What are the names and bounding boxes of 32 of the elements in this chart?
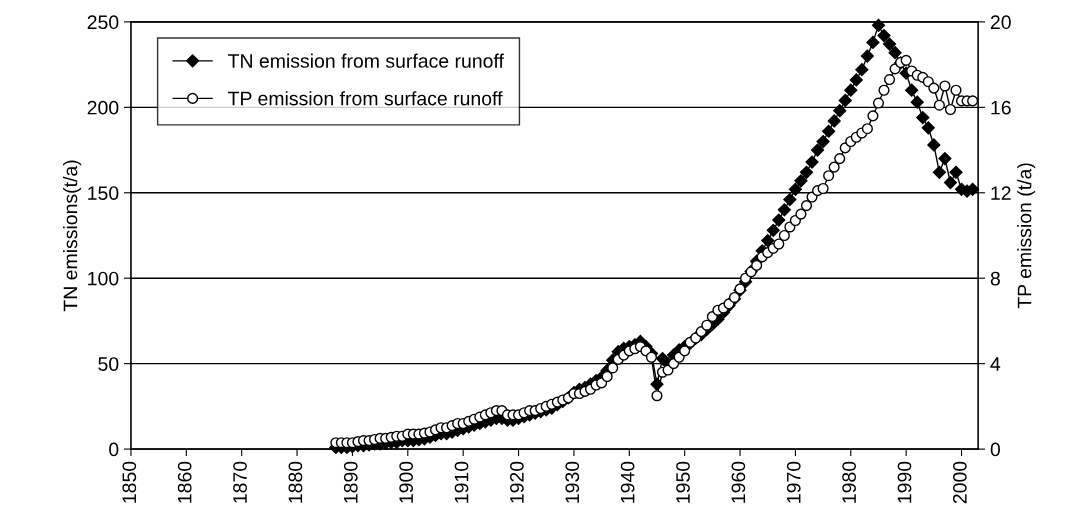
x-tick-label: 1990 [897,461,912,503]
y-tick-label: 200 [87,100,119,115]
y-tick-label: 50 [98,357,119,371]
x-tick-label: 1850 [122,461,137,503]
legend-label: TN emission from surface runoff [228,53,504,68]
x-tick-label: 2000 [952,461,967,504]
x-tick-label: 1920 [510,461,524,503]
legend-label: TP emission from surface runoff [228,91,503,106]
y2-tick-label: 8 [990,271,1000,286]
x-tick-label: 1930 [565,461,580,503]
x-tick-label: 1880 [288,461,303,503]
x-tick-label: 1960 [731,461,746,503]
x-tick-label: 1860 [177,461,192,503]
x-tick-label: 1870 [233,461,247,503]
y2-tick-label: 20 [990,15,1011,30]
x-tick-label: 1950 [676,461,690,503]
y2-tick-label: 16 [991,100,1011,115]
y-tick-label: 0 [109,442,119,457]
x-tick-label: 1910 [454,461,469,503]
y-tick-label: 150 [88,186,119,201]
x-tick-label: 1980 [842,461,856,503]
y-axis-title: TN emissions(t/a) [63,160,82,312]
x-tick-label: 1940 [620,461,635,503]
x-tick-label: 1900 [399,461,414,503]
y2-tick-label: 12 [991,186,1011,200]
x-tick-label: 1890 [343,461,358,503]
y-tick-label: 100 [88,271,119,286]
y2-axis-title: TP emission (t/a) [1017,163,1036,309]
y-tick-label: 250 [87,15,119,30]
x-tick-label: 1970 [786,461,801,503]
y2-tick-label: 0 [990,442,1000,457]
y2-tick-label: 4 [990,357,1001,371]
